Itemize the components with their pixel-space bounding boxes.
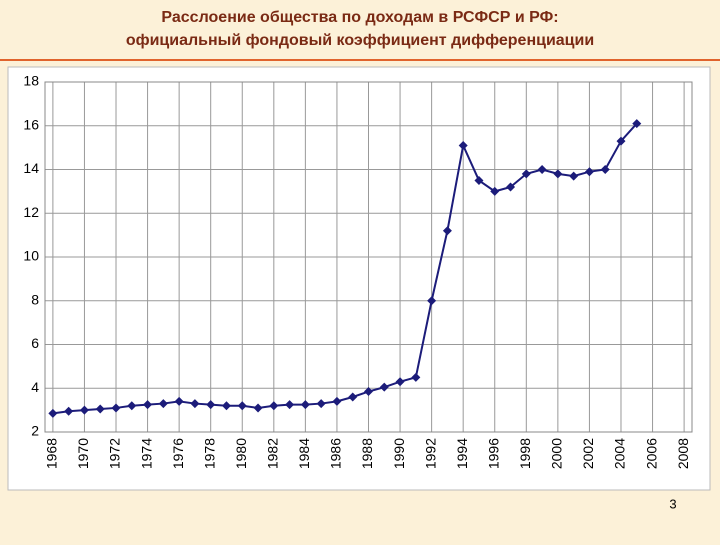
y-tick-label: 4 <box>31 379 39 395</box>
x-tick-label: 1992 <box>422 438 438 469</box>
x-tick-label: 1996 <box>485 438 501 469</box>
x-tick-label: 2008 <box>675 438 691 469</box>
data-point <box>269 401 279 411</box>
data-point <box>285 400 295 410</box>
data-point <box>111 403 121 413</box>
data-point <box>521 169 531 179</box>
y-tick-label: 14 <box>23 160 39 176</box>
y-tick-label: 18 <box>23 73 39 89</box>
y-tick-label: 12 <box>23 204 39 220</box>
x-tick-label: 1984 <box>296 438 312 469</box>
data-point <box>537 165 547 174</box>
data-point <box>411 372 421 382</box>
x-tick-label: 1968 <box>44 438 60 469</box>
y-tick-label: 8 <box>31 291 39 307</box>
x-tick-label: 2000 <box>549 438 565 469</box>
x-tick-label: 1980 <box>233 438 249 469</box>
plot: 2 4 6 8 10 12 14 16 18 1968 1970 1972 1974 1976 1978 19… <box>23 73 693 469</box>
data-point <box>379 382 389 392</box>
x-tick-label: 1998 <box>517 438 533 469</box>
data-point <box>490 186 500 196</box>
y-tick-label: 16 <box>23 116 39 132</box>
data-point <box>127 401 137 411</box>
data-point <box>206 400 216 410</box>
data-point <box>364 387 373 397</box>
y-tick-label: 10 <box>23 248 39 264</box>
data-point <box>584 167 594 177</box>
data-point <box>506 182 516 192</box>
data-point <box>79 405 89 415</box>
data-point <box>427 296 437 306</box>
data-point <box>64 406 74 416</box>
x-tick-label: 1982 <box>265 438 281 469</box>
data-point <box>348 392 358 402</box>
x-tick-label: 2004 <box>612 438 628 469</box>
data-point <box>174 396 184 406</box>
page-number: 3 <box>669 496 676 511</box>
chart-area <box>7 66 711 491</box>
data-point <box>190 399 200 409</box>
data-point <box>616 136 626 146</box>
data-point <box>569 171 579 181</box>
data-point <box>221 401 231 411</box>
x-tick-label: 2006 <box>643 438 659 469</box>
chart-subtitle: официальный фондовый коэффициент диффере… <box>126 32 594 49</box>
x-tick-label: 1976 <box>170 438 186 469</box>
data-point <box>253 403 263 413</box>
data-point <box>300 400 310 410</box>
data-point <box>143 400 153 410</box>
x-tick-label: 1990 <box>391 438 407 469</box>
x-tick-label: 1986 <box>328 438 344 469</box>
data-point <box>553 169 563 179</box>
data-point <box>316 399 326 409</box>
x-tick-label: 1972 <box>107 438 123 469</box>
data-point <box>158 399 168 409</box>
x-tick-label: 1988 <box>359 438 375 469</box>
data-point <box>237 401 247 411</box>
data-point <box>442 226 452 236</box>
data-point <box>632 119 642 129</box>
data-point <box>395 377 405 387</box>
x-tick-label: 1974 <box>138 438 154 469</box>
x-tick-label: 1994 <box>454 438 470 469</box>
y-tick-label: 6 <box>31 335 39 351</box>
y-tick-label: 2 <box>31 423 39 439</box>
data-point <box>48 408 58 418</box>
data-point <box>332 396 342 406</box>
chart-title: Расслоение общества по доходам в РСФСР и… <box>161 9 558 26</box>
data-point <box>95 404 105 414</box>
data-point <box>600 165 610 174</box>
x-tick-label: 1978 <box>201 438 217 469</box>
data-point <box>474 175 484 185</box>
data-point <box>458 140 468 150</box>
x-tick-label: 1970 <box>75 438 91 469</box>
plot-frame <box>44 81 693 433</box>
x-tick-label: 2002 <box>580 438 596 469</box>
